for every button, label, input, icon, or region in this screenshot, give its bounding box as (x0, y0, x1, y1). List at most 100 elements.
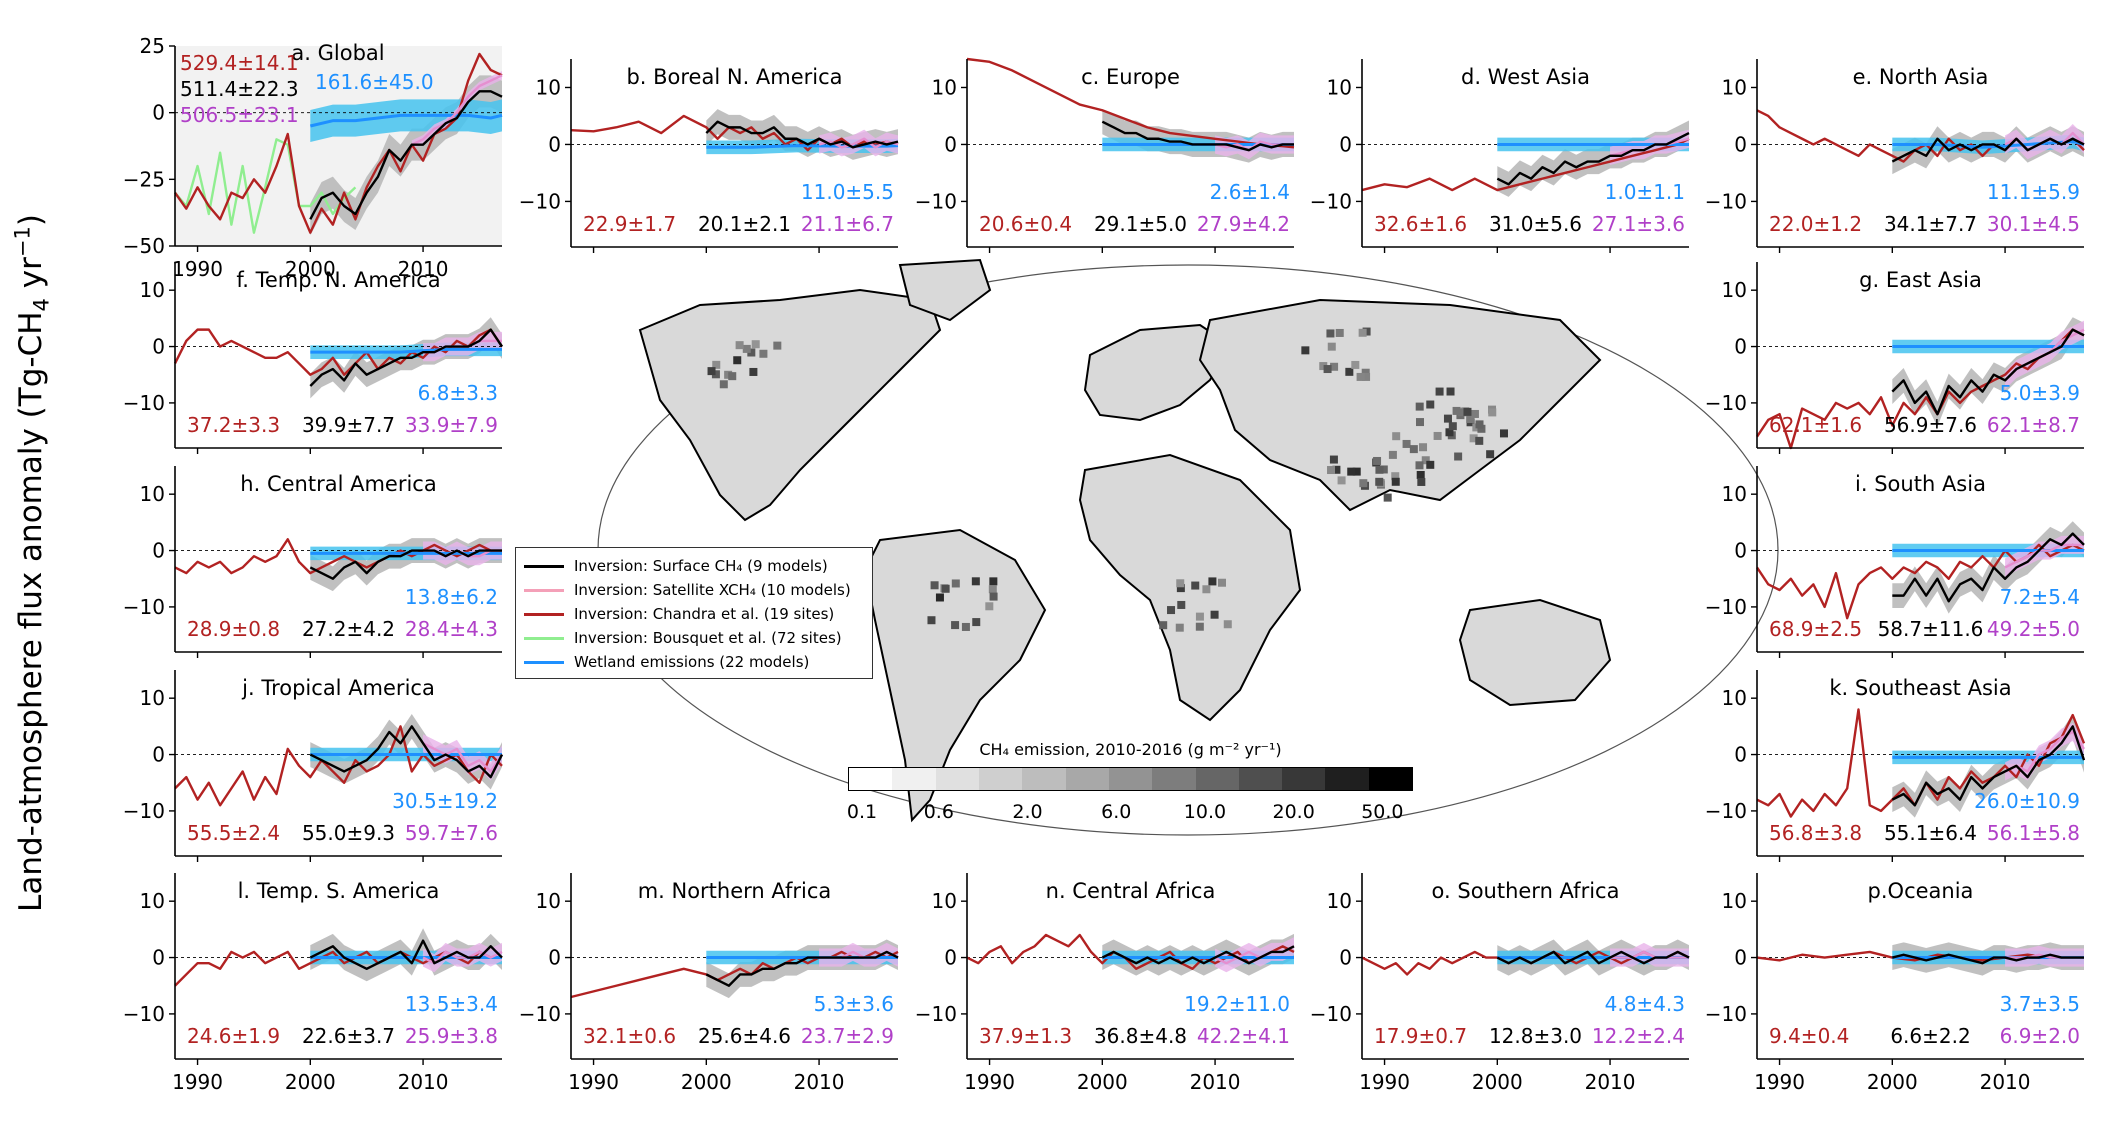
y-tick-label: 10 (536, 889, 561, 913)
map-emission-cell (1362, 372, 1371, 381)
y-tick-label: 0 (152, 539, 165, 563)
y-tick-label: −10 (1705, 391, 1747, 415)
value-label-wetland: 19.2±11.0 (1184, 992, 1290, 1016)
map-emission-cell (1466, 415, 1475, 424)
value-label-satellite: 59.7±7.6 (405, 821, 498, 845)
y-tick-label: 10 (140, 686, 165, 710)
value-label-surface: 511.4±22.3 (180, 77, 299, 101)
map-emission-cell (1210, 610, 1219, 619)
value-label-chandra: 55.5±2.4 (187, 821, 280, 845)
colorbar-cell (1325, 768, 1369, 790)
map-emission-cell (985, 602, 994, 611)
y-tick-label: 0 (1734, 539, 1747, 563)
map-emission-cell (1335, 328, 1344, 337)
panel-title: p.Oceania (1868, 879, 1974, 903)
value-label-surface: 55.1±6.4 (1884, 821, 1977, 845)
legend-swatch (524, 636, 564, 640)
series-surface (1892, 953, 2084, 965)
y-tick-label: 10 (536, 75, 561, 99)
series-satellite (422, 742, 503, 773)
y-tick-label: −10 (123, 595, 165, 619)
y-tick-label: 0 (944, 946, 957, 970)
map-emission-cell (711, 370, 720, 379)
value-label-surface: 34.1±7.7 (1884, 212, 1977, 236)
value-label-wetland: 11.0±5.5 (801, 180, 894, 204)
value-label-chandra: 37.9±1.3 (979, 1024, 1072, 1048)
map-emission-cell (971, 577, 980, 586)
value-label-chandra: 62.1±1.6 (1769, 413, 1862, 437)
map-emission-cell (1356, 372, 1365, 381)
panel-title: f. Temp. N. America (236, 268, 440, 292)
y-tick-label: 0 (548, 946, 561, 970)
y-tick-label: 0 (1339, 132, 1352, 156)
map-emission-cell (719, 380, 728, 389)
value-label-surface: 58.7±11.6 (1878, 617, 1984, 641)
band-surface (706, 939, 898, 999)
x-tick-label: 2010 (398, 257, 449, 281)
map-emission-cell (1488, 408, 1497, 417)
map-emission-cell (1326, 329, 1335, 338)
value-label-satellite: 33.9±7.9 (405, 413, 498, 437)
map-emission-cell (749, 367, 758, 376)
map-emission-cell (951, 579, 960, 588)
map-emission-cell (1416, 470, 1425, 479)
y-tick-label: 10 (1327, 75, 1352, 99)
y-tick-label: 10 (932, 75, 957, 99)
series-surface (309, 725, 504, 779)
colorbar-title: CH₄ emission, 2010-2016 (g m⁻² yr⁻¹) (979, 740, 1282, 759)
value-label-chandra: 37.2±3.3 (187, 413, 280, 437)
colorbar-tick-label: 20.0 (1272, 801, 1315, 823)
map-emission-cell (1195, 612, 1204, 621)
map-emission-cell (1195, 622, 1204, 631)
value-label-wetland: 5.3±3.6 (814, 992, 894, 1016)
value-label-chandra: 24.6±1.9 (187, 1024, 280, 1048)
colorbar-tick-label: 2.0 (1012, 801, 1043, 823)
map-emission-cell (1332, 465, 1341, 474)
map-emission-cell (1443, 414, 1452, 423)
y-tick-label: 0 (1734, 946, 1747, 970)
y-tick-label: −10 (1705, 1002, 1747, 1026)
value-label-satellite: 28.4±4.3 (405, 617, 498, 641)
panel-title: b. Boreal N. America (626, 65, 842, 89)
map-emission-cell (1391, 472, 1400, 481)
map-emission-cell (751, 340, 760, 349)
y-tick-label: −10 (1310, 1002, 1352, 1026)
y-tick-label: 10 (1722, 278, 1747, 302)
panel-c: 10 0 −10 c. Europe 2.6±1.4 20.6±0.4 29.1±5.0 27… (915, 57, 1295, 253)
panel-k: 10 0 −10 k. Southeast Asia 26.0±10.9 56.8±3.8… (1705, 670, 2086, 862)
series-chandra (966, 933, 1295, 971)
map-emission-cell (1458, 408, 1467, 417)
y-tick-label: 25 (140, 34, 165, 58)
y-tick-label: −10 (915, 1002, 957, 1026)
x-tick-label: 2000 (1867, 1070, 1918, 1094)
y-tick-label: −10 (123, 799, 165, 823)
map-emission-cell (989, 577, 998, 586)
map-emission-cell (1388, 450, 1397, 459)
y-tick-label: −10 (1705, 799, 1747, 823)
y-tick-label: −10 (915, 189, 957, 213)
map-emission-cell (728, 372, 737, 381)
series-wetland (310, 347, 502, 354)
value-label-wetland: 6.8±3.3 (418, 381, 498, 405)
map-emission-cell (1452, 406, 1461, 415)
map-emission-cell (1159, 621, 1168, 630)
colorbar-cell (1282, 768, 1326, 790)
x-tick-label: 2010 (398, 1070, 449, 1094)
x-tick-label: 1990 (172, 1070, 223, 1094)
x-tick-label: 2000 (1472, 1070, 1523, 1094)
panel-title: n. Central Africa (1046, 879, 1216, 903)
map-emission-cell (1361, 368, 1370, 377)
map-emission-cell (1375, 465, 1384, 474)
series-satellite (411, 74, 503, 146)
panel-e: 10 0 −10 e. North Asia 11.1±5.9 22.0±1.2 34.1±… (1705, 59, 2085, 253)
map-emission-cell (1167, 606, 1176, 615)
series-chandra (1756, 328, 2085, 450)
map-emission-cell (1426, 460, 1435, 469)
legend-swatch (524, 564, 564, 568)
map-emission-cell (1176, 584, 1185, 593)
map-emission-cell (747, 348, 756, 357)
value-label-surface: 22.6±3.7 (302, 1024, 395, 1048)
value-label-wetland: 26.0±10.9 (1974, 789, 2080, 813)
y-tick-label: −10 (123, 391, 165, 415)
